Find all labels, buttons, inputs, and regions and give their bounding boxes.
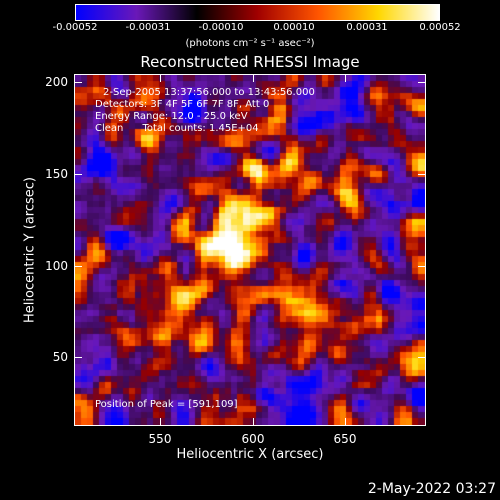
x-tick-label: 550 <box>148 432 172 446</box>
detectors-info: Detectors: 3F 4F 5F 6F 7F 8F, Att 0 <box>95 99 270 110</box>
x-tick-label: 600 <box>241 432 265 446</box>
tick-mark <box>418 266 425 267</box>
datestamp: 2-May-2022 03:27 <box>367 481 496 497</box>
colorbar-tick: -0.00031 <box>125 22 171 33</box>
tick-mark <box>75 266 82 267</box>
tick-mark <box>75 357 82 358</box>
y-axis-label: Heliocentric Y (arcsec) <box>22 177 38 323</box>
y-tick-label: 50 <box>52 350 68 364</box>
image-plot: 2-Sep-2005 13:37:56.000 to 13:43:56.000 … <box>74 74 426 426</box>
x-axis-label: Heliocentric X (arcsec) <box>176 447 324 462</box>
tick-mark <box>160 75 161 82</box>
tick-mark <box>160 418 161 425</box>
tick-mark <box>75 82 82 83</box>
tick-mark <box>418 82 425 83</box>
colorbar-tick: 0.00010 <box>273 22 315 33</box>
tick-mark <box>253 418 254 425</box>
y-tick-label: 150 <box>45 167 68 181</box>
colorbar-tick: -0.00010 <box>198 22 244 33</box>
rhessi-image-map <box>75 75 425 425</box>
tick-mark <box>345 75 346 82</box>
colorbar-tick: 0.00052 <box>419 22 461 33</box>
energy-range: Energy Range: 12.0 - 25.0 keV <box>95 111 248 122</box>
observation-time: 2-Sep-2005 13:37:56.000 to 13:43:56.000 <box>103 87 315 98</box>
colorbar <box>75 4 440 21</box>
peak-position: Position of Peak = [591,109] <box>95 399 238 410</box>
colorbar-tick: 0.00031 <box>346 22 388 33</box>
y-tick-label: 200 <box>45 75 68 89</box>
x-tick-label: 650 <box>333 432 357 446</box>
colorbar-tick: -0.00052 <box>52 22 98 33</box>
image-title: Reconstructed RHESSI Image <box>140 53 360 71</box>
y-tick-label: 100 <box>45 259 68 273</box>
tick-mark <box>253 75 254 82</box>
tick-mark <box>418 357 425 358</box>
tick-mark <box>75 174 82 175</box>
clean-total-counts: Clean Total counts: 1.45E+04 <box>95 123 259 134</box>
tick-mark <box>418 174 425 175</box>
tick-mark <box>345 418 346 425</box>
colorbar-unit: (photons cm⁻² s⁻¹ asec⁻²) <box>185 38 315 49</box>
